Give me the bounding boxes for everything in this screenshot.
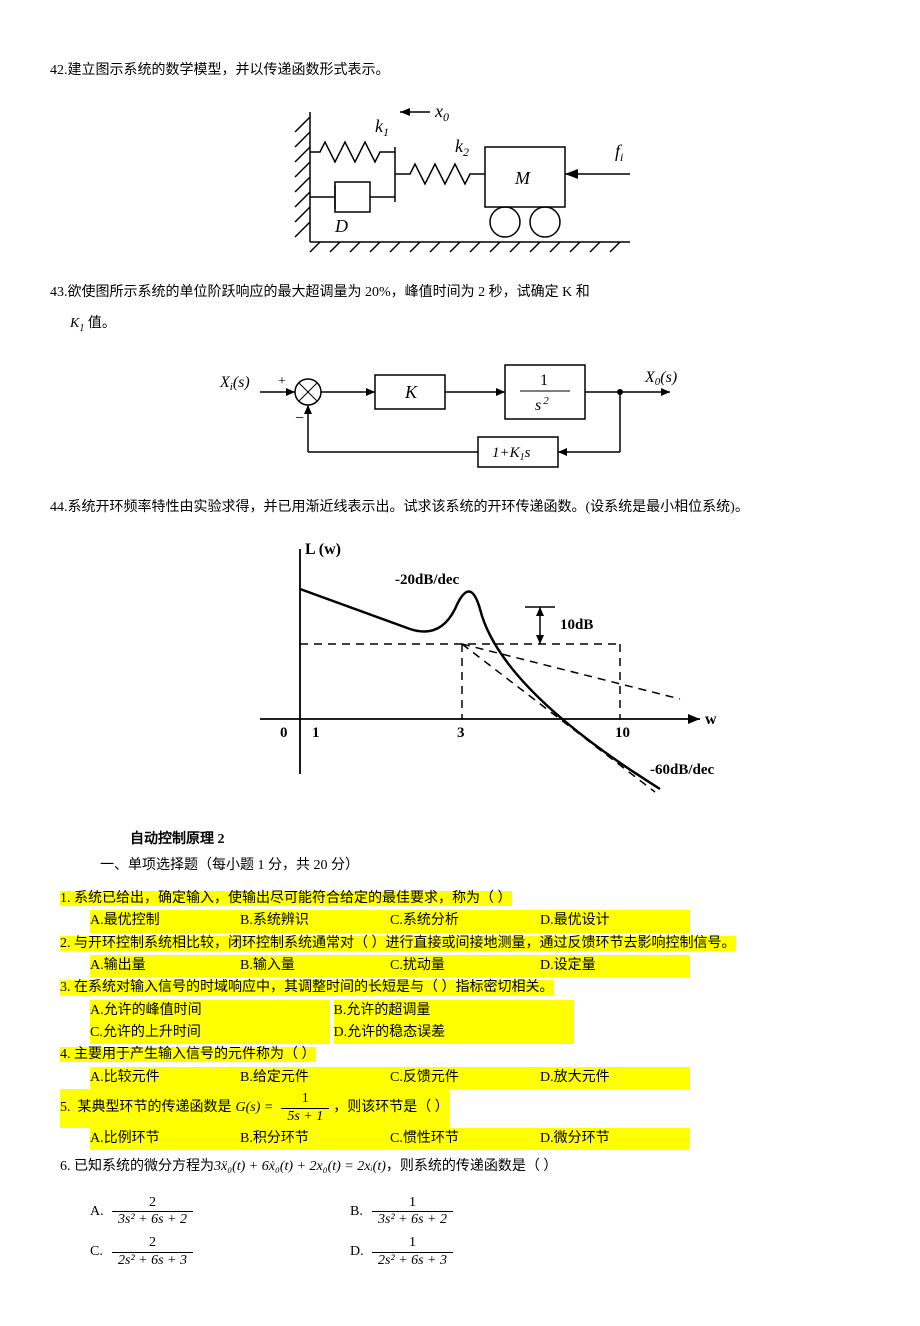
q44-figure: L (w) w 0 1 3 10 -20dB/dec -60dB/dec 10d…: [50, 529, 870, 809]
q43-K1: K1: [70, 316, 84, 331]
q43-body-a: 欲使图所示系统的单位阶跃响应的最大超调量为 20%，峰值时间为 2 秒，试确定 …: [68, 285, 590, 300]
q42-text: 42.建立图示系统的数学模型，并以传递函数形式表示。: [50, 60, 870, 82]
svg-text:fi: fi: [615, 141, 623, 164]
q42-figure: k1 D x0 k2 M: [50, 92, 870, 262]
q43-text: 43.欲使图所示系统的单位阶跃响应的最大超调量为 20%，峰值时间为 2 秒，试…: [50, 282, 870, 304]
q2-options: A.输出量 B.输入量 C.扰动量 D.设定量: [50, 955, 870, 977]
mc-q2: 2. 与开环控制系统相比较，闭环控制系统通常对（ ）进行直接或间接地测量，通过反…: [50, 933, 870, 978]
question-44: 44.系统开环频率特性由实验求得，并已用渐近线表示出。试求该系统的开环传递函数。…: [50, 497, 870, 809]
svg-text:-60dB/dec: -60dB/dec: [650, 762, 715, 778]
q5-opt-c: C.惯性环节: [390, 1128, 540, 1150]
q6-opt-a: A. 23s² + 6s + 2: [90, 1195, 350, 1230]
section-title: 自动控制原理 2: [50, 829, 870, 851]
q4-opt-d: D.放大元件: [540, 1067, 690, 1089]
q44-number: 44.: [50, 500, 68, 515]
q1-text-row: 1. 系统已给出，确定输入，使输出尽可能符合给定的最佳要求，称为（ ）: [50, 888, 870, 910]
mc-q6: 6. 已知系统的微分方程为3ẍ₀(t) + 6ẋ₀(t) + 2x₀(t) = …: [50, 1156, 870, 1276]
q5-opt-d: D.微分环节: [540, 1128, 690, 1150]
svg-text:10dB: 10dB: [560, 617, 593, 633]
svg-text:X0(s): X0(s): [644, 369, 677, 388]
mc-q1: 1. 系统已给出，确定输入，使输出尽可能符合给定的最佳要求，称为（ ） A.最优…: [50, 888, 870, 933]
q3-opt-d: D.允许的稳态误差: [334, 1022, 574, 1044]
q3-opt-b: B.允许的超调量: [334, 1000, 574, 1022]
svg-text:-20dB/dec: -20dB/dec: [395, 572, 460, 588]
q2-opt-a: A.输出量: [90, 955, 240, 977]
q1-options: A.最优控制 B.系统辨识 C.系统分析 D.最优设计: [50, 910, 870, 932]
q3-opt-a: A.允许的峰值时间: [90, 1000, 330, 1022]
question-42: 42.建立图示系统的数学模型，并以传递函数形式表示。: [50, 60, 870, 262]
mc-q4: 4. 主要用于产生输入信号的元件称为（ ） A.比较元件 B.给定元件 C.反馈…: [50, 1044, 870, 1089]
q43-number: 43.: [50, 285, 68, 300]
q3-text-row: 3. 在系统对输入信号的时域响应中，其调整时间的长短是与（ ）指标密切相关。: [50, 977, 870, 999]
q6-opt-c: C. 22s² + 6s + 3: [90, 1235, 350, 1270]
svg-text:1: 1: [540, 372, 548, 389]
q43-text-2: K1 值。: [50, 313, 870, 337]
svg-text:k1: k1: [375, 116, 389, 139]
q2-text-row: 2. 与开环控制系统相比较，闭环控制系统通常对（ ）进行直接或间接地测量，通过反…: [50, 933, 870, 955]
svg-text:1+K1s: 1+K1s: [492, 445, 531, 463]
q4-opt-c: C.反馈元件: [390, 1067, 540, 1089]
svg-text:x0: x0: [434, 101, 449, 124]
svg-text:−: −: [295, 410, 304, 427]
q3-options-1: A.允许的峰值时间 B.允许的超调量: [50, 1000, 870, 1022]
q2-opt-d: D.设定量: [540, 955, 690, 977]
q42-number: 42.: [50, 63, 68, 78]
question-43: 43.欲使图所示系统的单位阶跃响应的最大超调量为 20%，峰值时间为 2 秒，试…: [50, 282, 870, 476]
q1-opt-d: D.最优设计: [540, 910, 690, 932]
q5-options: A.比例环节 B.积分环节 C.惯性环节 D.微分环节: [50, 1128, 870, 1150]
svg-text:K: K: [404, 382, 418, 402]
section-subtitle: 一、单项选择题（每小题 1 分，共 20 分）: [50, 855, 870, 877]
q4-options: A.比较元件 B.给定元件 C.反馈元件 D.放大元件: [50, 1067, 870, 1089]
q1-opt-a: A.最优控制: [90, 910, 240, 932]
mc-q5: 5. 某典型环节的传递函数是 G(s) = 1 5s + 1 ，则该环节是（ ）…: [50, 1089, 870, 1150]
q42-body: 建立图示系统的数学模型，并以传递函数形式表示。: [68, 63, 390, 78]
q44-body: 系统开环频率特性由实验求得，并已用渐近线表示出。试求该系统的开环传递函数。(设系…: [68, 500, 749, 515]
q6-opt-d: D. 12s² + 6s + 3: [350, 1235, 610, 1270]
svg-text:1: 1: [312, 725, 320, 741]
q4-text-row: 4. 主要用于产生输入信号的元件称为（ ）: [50, 1044, 870, 1066]
q6-opt-b: B. 13s² + 6s + 2: [350, 1195, 610, 1230]
svg-text:3: 3: [457, 725, 465, 741]
q1-opt-c: C.系统分析: [390, 910, 540, 932]
q5-opt-b: B.积分环节: [240, 1128, 390, 1150]
q43-body-c: 值。: [84, 316, 116, 331]
q2-opt-b: B.输入量: [240, 955, 390, 977]
svg-text:k2: k2: [455, 136, 469, 159]
svg-text:10: 10: [615, 725, 630, 741]
q3-opt-c: C.允许的上升时间: [90, 1022, 330, 1044]
svg-text:w: w: [705, 711, 717, 728]
svg-text:L (w): L (w): [305, 541, 341, 558]
q5-opt-a: A.比例环节: [90, 1128, 240, 1150]
q1-opt-b: B.系统辨识: [240, 910, 390, 932]
svg-text:M: M: [514, 168, 531, 188]
svg-text:+: +: [278, 374, 286, 389]
q44-text: 44.系统开环频率特性由实验求得，并已用渐近线表示出。试求该系统的开环传递函数。…: [50, 497, 870, 519]
q6-text-row: 6. 已知系统的微分方程为3ẍ₀(t) + 6ẋ₀(t) + 2x₀(t) = …: [50, 1156, 870, 1178]
q4-opt-a: A.比较元件: [90, 1067, 240, 1089]
svg-text:s2: s2: [535, 395, 549, 414]
svg-text:D: D: [334, 216, 348, 236]
q4-opt-b: B.给定元件: [240, 1067, 390, 1089]
q5-text-row: 5. 某典型环节的传递函数是 G(s) = 1 5s + 1 ，则该环节是（ ）: [50, 1089, 870, 1128]
mc-q3: 3. 在系统对输入信号的时域响应中，其调整时间的长短是与（ ）指标密切相关。 A…: [50, 977, 870, 1044]
q43-figure: Xi(s) + − K 1 s2 X0(s): [50, 347, 870, 477]
q6-options: A. 23s² + 6s + 2 C. 22s² + 6s + 3 B. 13s…: [50, 1189, 870, 1276]
svg-text:Xi(s): Xi(s): [219, 374, 250, 393]
q2-opt-c: C.扰动量: [390, 955, 540, 977]
q3-options-2: C.允许的上升时间 D.允许的稳态误差: [50, 1022, 870, 1044]
svg-text:0: 0: [280, 725, 288, 741]
